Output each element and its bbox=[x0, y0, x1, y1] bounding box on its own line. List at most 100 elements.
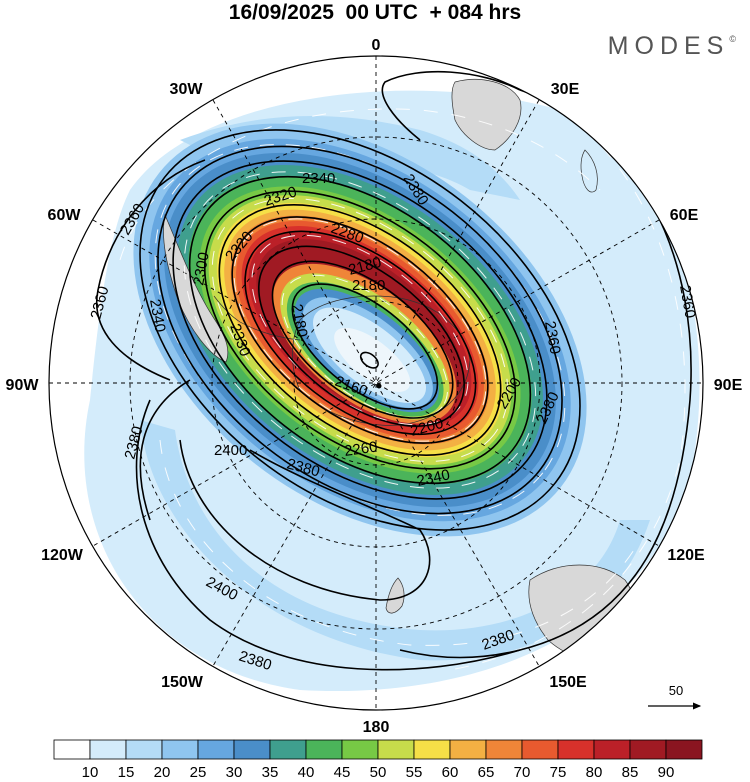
contour-2280 bbox=[218, 204, 502, 456]
contour-2400-south bbox=[179, 439, 431, 601]
lon-label-90w: 90W bbox=[6, 377, 40, 394]
meridian-30w-150e bbox=[212, 99, 540, 667]
meridian-30e-150w bbox=[212, 99, 540, 667]
lon-label-120w: 120W bbox=[41, 547, 84, 564]
contour-2320 bbox=[188, 175, 532, 485]
colorbar-swatch bbox=[305, 739, 343, 760]
colorbar-swatch bbox=[89, 739, 127, 760]
speed-band-20-south-arc bbox=[140, 420, 650, 661]
land-south-america bbox=[163, 213, 229, 363]
lon-label-150w: 150W bbox=[161, 674, 204, 691]
colorbar-tick-label: 65 bbox=[478, 764, 495, 781]
contour-2180 bbox=[291, 283, 439, 410]
land-madagascar-coast bbox=[580, 149, 598, 193]
lon-label-30w: 30W bbox=[170, 81, 204, 98]
colorbar: 10 15 20 25 30 35 40 45 50 55 60 65 70 75 80 85 90 bbox=[53, 739, 703, 781]
reference-vector: 50 bbox=[648, 683, 702, 710]
colorbar-swatch bbox=[629, 739, 667, 760]
colorbar-swatch bbox=[449, 739, 487, 760]
contour-2260 bbox=[231, 216, 489, 444]
colorbar-tick-label: 85 bbox=[622, 764, 639, 781]
lon-label-0: 0 bbox=[372, 37, 381, 54]
brand-logo: MODES© bbox=[607, 32, 736, 60]
contour-2220 bbox=[257, 245, 465, 427]
colorbar-tick-label: 15 bbox=[118, 764, 135, 781]
contour-2380-south bbox=[135, 399, 521, 671]
colorbar-tick-label: 45 bbox=[334, 764, 351, 781]
longitude-labels: 0 30E 60E 90E 120E 150E 180 150W 120W 90… bbox=[6, 37, 743, 736]
contour-2300 bbox=[203, 190, 517, 470]
lon-label-30e: 30E bbox=[551, 81, 580, 98]
meridian-60e-120w bbox=[92, 219, 660, 547]
contour-label: 2400 bbox=[214, 442, 247, 459]
colorbar-swatch bbox=[665, 739, 703, 760]
colorbar-swatch bbox=[53, 739, 91, 760]
colorbar-tick-label: 55 bbox=[406, 764, 423, 781]
colorbar-swatch bbox=[593, 739, 631, 760]
colorbar-swatch bbox=[377, 739, 415, 760]
contour-2380-north bbox=[381, 70, 521, 141]
colorbar-swatch bbox=[269, 739, 307, 760]
lon-label-150e: 150E bbox=[549, 674, 587, 691]
contour-label: 2360 bbox=[541, 320, 564, 356]
colorbar-tick-label: 70 bbox=[514, 764, 531, 781]
streamline-outer-south bbox=[159, 439, 641, 646]
lon-label-60e: 60E bbox=[670, 207, 699, 224]
contour-2240 bbox=[244, 230, 477, 436]
contour-label: 2360 bbox=[676, 284, 699, 320]
meridian-60w-120e bbox=[92, 219, 660, 547]
colorbar-swatch bbox=[557, 739, 595, 760]
colorbar-tick-label: 30 bbox=[226, 764, 243, 781]
contour-label: 2340 bbox=[302, 170, 335, 187]
lon-label-180: 180 bbox=[363, 719, 390, 736]
contour-label: 2340 bbox=[146, 298, 169, 334]
lon-label-60w: 60W bbox=[48, 207, 82, 224]
map-title: 16/09/2025 00 UTC + 084 hrs bbox=[228, 1, 522, 24]
land-antarctic-peninsula bbox=[213, 295, 301, 341]
contour-2380-southwest bbox=[139, 379, 191, 521]
streamline-2 bbox=[183, 171, 537, 489]
colorbar-swatch bbox=[197, 739, 235, 760]
colorbar-swatch bbox=[233, 739, 271, 760]
brand-text: MODES bbox=[607, 32, 730, 60]
contour-label: 2300 bbox=[190, 251, 213, 287]
streamline-6 bbox=[281, 274, 449, 419]
land-africa bbox=[451, 79, 522, 151]
latitude-circle-3 bbox=[129, 136, 623, 630]
contour-2160 bbox=[359, 351, 379, 369]
contour-2360-west bbox=[95, 159, 206, 381]
colorbar-swatch bbox=[341, 739, 379, 760]
contour-label: 2260 bbox=[343, 438, 378, 459]
colorbar-tick-label: 80 bbox=[586, 764, 603, 781]
colorbar-swatch bbox=[413, 739, 451, 760]
wind-speed-field bbox=[84, 79, 700, 692]
colorbar-tick-label: 75 bbox=[550, 764, 567, 781]
lon-label-90e: 90E bbox=[714, 377, 743, 394]
contour-2380-inner bbox=[139, 129, 581, 531]
colorbar-swatch bbox=[125, 739, 163, 760]
contour-label: 2180 bbox=[288, 303, 311, 339]
contour-2200 bbox=[271, 260, 454, 419]
height-contours bbox=[95, 70, 692, 671]
land-new-zealand bbox=[385, 577, 405, 614]
contour-label: 2340 bbox=[415, 466, 451, 490]
colorbar-swatch bbox=[521, 739, 559, 760]
colorbar-tick-label: 40 bbox=[298, 764, 315, 781]
colorbar-swatch bbox=[485, 739, 523, 760]
map-boundary bbox=[48, 55, 704, 711]
graticule bbox=[49, 56, 703, 710]
colorbar-tick-label: 90 bbox=[658, 764, 675, 781]
streamline-4 bbox=[233, 218, 487, 442]
colorbar-tick-label: 25 bbox=[190, 764, 207, 781]
colorbar-swatch bbox=[161, 739, 199, 760]
colorbar-tick-label: 60 bbox=[442, 764, 459, 781]
contour-2360 bbox=[157, 145, 563, 515]
colorbar-tick-label: 35 bbox=[262, 764, 279, 781]
colorbar-tick-label: 50 bbox=[370, 764, 387, 781]
colorbar-tick-label: 10 bbox=[82, 764, 99, 781]
colorbar-tick-label: 20 bbox=[154, 764, 171, 781]
lon-label-120e: 120E bbox=[667, 547, 705, 564]
contour-label: 2180 bbox=[352, 277, 385, 294]
contour-2340 bbox=[172, 160, 548, 500]
